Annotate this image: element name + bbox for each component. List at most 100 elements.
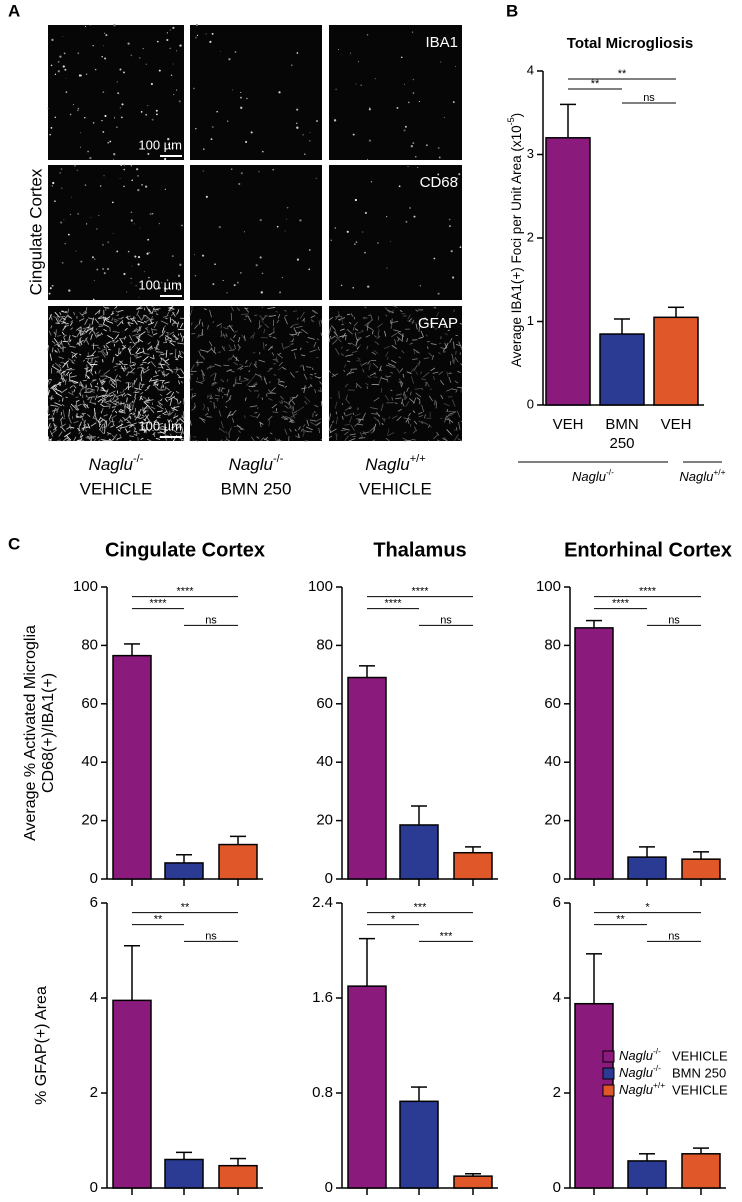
image-speck (412, 92, 415, 94)
bar (218, 843, 258, 880)
image-fiber (390, 321, 399, 324)
image-speck (119, 68, 122, 71)
image-speck (296, 108, 299, 111)
image-speck (48, 292, 51, 295)
image-speck (360, 84, 362, 87)
image-speck (407, 165, 409, 167)
significance-label: *** (414, 902, 428, 914)
image-fiber (261, 306, 264, 309)
image-fiber (66, 314, 70, 319)
gene-name: Naglu (619, 1082, 653, 1097)
image-fiber (446, 429, 453, 436)
image-fiber (91, 366, 93, 372)
image-fiber (105, 316, 111, 321)
image-fiber (98, 439, 101, 442)
image-fiber (406, 387, 409, 392)
image-fiber (70, 320, 74, 323)
image-fiber (238, 336, 241, 343)
image-fiber (101, 349, 107, 356)
image-speck (59, 172, 61, 174)
image-fiber (339, 335, 347, 338)
image-fiber (176, 321, 180, 328)
image-fiber (199, 379, 206, 384)
image-fiber (190, 364, 195, 371)
image-fiber (237, 365, 244, 370)
image-fiber (250, 436, 255, 442)
image-speck (171, 255, 174, 258)
image-fiber (341, 323, 344, 326)
image-speck (63, 219, 65, 220)
image-speck (261, 272, 264, 275)
image-fiber (147, 341, 151, 345)
image-speck (103, 272, 106, 275)
image-fiber (165, 372, 170, 376)
image-speck (415, 156, 417, 158)
image-speck (51, 184, 54, 187)
image-fiber (427, 425, 431, 428)
image-fiber (457, 438, 463, 442)
image-fiber (281, 342, 284, 350)
image-fiber (381, 422, 384, 426)
image-fiber (157, 369, 161, 372)
image-fiber (94, 408, 96, 415)
image-fiber (236, 307, 241, 311)
y-tick-label: 60 (544, 695, 561, 712)
image-fiber (164, 336, 167, 343)
image-speck (364, 211, 367, 215)
bar (399, 824, 439, 880)
image-fiber (411, 438, 416, 441)
image-fiber (226, 389, 230, 397)
image-fiber (47, 413, 51, 416)
image-fiber (420, 371, 422, 375)
chart-title: Cingulate Cortex (105, 539, 265, 561)
image-fiber (450, 411, 457, 415)
image-fiber (153, 380, 158, 385)
image-fiber (103, 414, 108, 417)
image-fiber (137, 314, 142, 321)
image-fiber (226, 369, 232, 372)
image-fiber (370, 413, 378, 415)
image-fiber (166, 311, 170, 316)
image-fiber (103, 317, 109, 321)
image-fiber (162, 411, 168, 415)
image-fiber (152, 354, 155, 359)
image-speck (116, 126, 118, 128)
bar (681, 1153, 721, 1189)
image-fiber (450, 353, 454, 356)
image-speck (452, 101, 455, 103)
image-speck (179, 263, 182, 266)
image-fiber (401, 350, 405, 354)
image-speck (120, 116, 123, 119)
image-speck (130, 211, 133, 214)
image-fiber (143, 427, 148, 433)
image-fiber (62, 397, 64, 402)
image-fiber (103, 420, 107, 429)
image-fiber (89, 396, 93, 403)
image-speck (222, 279, 224, 282)
image-fiber (81, 328, 86, 335)
image-fiber (119, 391, 122, 394)
image-speck (367, 158, 369, 160)
significance-label: ** (591, 78, 600, 90)
image-fiber (328, 335, 331, 343)
image-fiber (354, 332, 358, 340)
image-fiber (454, 380, 459, 384)
image-speck (107, 268, 110, 271)
image-fiber (49, 353, 53, 361)
image-speck (412, 142, 415, 144)
image-fiber (172, 311, 176, 317)
image-speck (212, 283, 215, 286)
image-fiber (102, 359, 104, 363)
image-speck (135, 285, 137, 287)
image-fiber (302, 364, 305, 372)
image-fiber (386, 375, 392, 378)
image-fiber (97, 315, 103, 319)
image-fiber (211, 381, 216, 385)
image-fiber (115, 381, 117, 388)
image-speck (173, 93, 175, 96)
image-fiber (455, 344, 461, 347)
image-speck (62, 36, 64, 37)
image-fiber (253, 363, 258, 368)
image-background (190, 165, 322, 300)
y-tick-label: 80 (544, 636, 561, 653)
